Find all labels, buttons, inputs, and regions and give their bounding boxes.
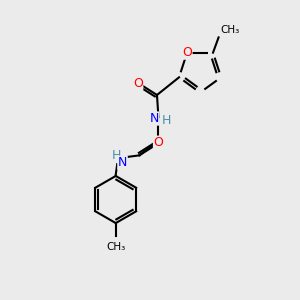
Text: N: N xyxy=(149,112,159,125)
Text: O: O xyxy=(182,46,192,59)
Text: O: O xyxy=(133,77,143,90)
Text: N: N xyxy=(118,156,127,169)
Text: H: H xyxy=(162,114,171,127)
Text: H: H xyxy=(112,149,121,162)
Text: O: O xyxy=(154,136,164,149)
Text: CH₃: CH₃ xyxy=(106,242,125,252)
Text: CH₃: CH₃ xyxy=(220,25,239,35)
